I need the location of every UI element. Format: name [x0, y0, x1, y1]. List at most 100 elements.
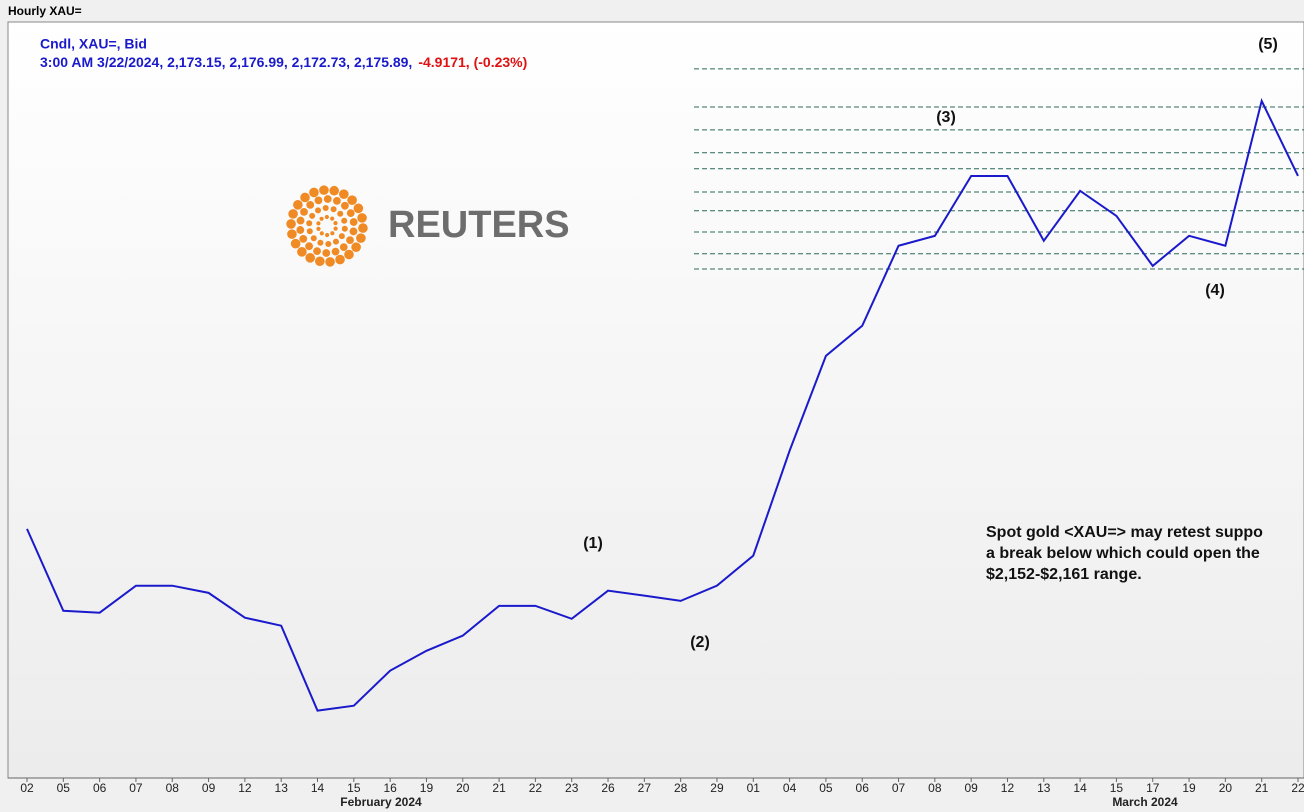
- price-line: [26, 97, 1299, 712]
- logo-dot: [300, 207, 308, 216]
- x-tick-label: 07: [892, 781, 906, 795]
- logo-dot: [319, 216, 324, 221]
- logo-dot: [290, 238, 301, 249]
- logo-dot: [325, 232, 330, 238]
- wave-label: (5): [1258, 36, 1278, 53]
- logo-dot: [306, 228, 313, 235]
- logo-dot: [347, 195, 357, 205]
- logo-dot: [322, 205, 329, 212]
- logo-dot: [330, 206, 337, 213]
- logo-dot: [293, 200, 303, 210]
- x-tick-label: 01: [747, 781, 761, 795]
- x-tick-label: 08: [166, 781, 180, 795]
- x-tick-label: 26: [601, 781, 615, 795]
- x-tick-label: 15: [1110, 781, 1124, 795]
- logo-dot: [325, 257, 335, 267]
- logo: REUTERS: [286, 185, 570, 267]
- x-tick-label: 16: [383, 781, 397, 795]
- logo-dot: [288, 209, 298, 219]
- x-tick-label: 22: [1291, 781, 1304, 795]
- logo-dot: [286, 219, 296, 229]
- logo-dot: [332, 238, 339, 245]
- logo-dot: [351, 242, 361, 252]
- x-tick-label: 13: [1037, 781, 1051, 795]
- logo-dot: [316, 226, 321, 232]
- x-tick-label: 17: [1146, 781, 1160, 795]
- logo-dot: [349, 218, 358, 226]
- logo-dot: [337, 210, 344, 217]
- x-tick-label: 14: [311, 781, 325, 795]
- logo-dot: [356, 233, 366, 243]
- x-tick-label: 19: [1182, 781, 1196, 795]
- logo-dot: [341, 201, 349, 210]
- x-tick-label: 06: [856, 781, 870, 795]
- x-tick-label: 28: [674, 781, 688, 795]
- logo-dot: [335, 254, 345, 265]
- logo-dot: [306, 200, 315, 209]
- logo-dot: [323, 195, 332, 203]
- x-tick-label: 13: [275, 781, 289, 795]
- x-tick-label: 20: [456, 781, 470, 795]
- logo-dot: [358, 223, 368, 233]
- logo-dot: [313, 247, 321, 256]
- annotation: a break below which could open the: [986, 545, 1260, 562]
- x-tick-label: 12: [238, 781, 252, 795]
- logo-dot: [333, 220, 338, 226]
- x-tick-label: 05: [57, 781, 71, 795]
- logo-dot: [339, 243, 348, 252]
- logo-dot: [315, 207, 322, 214]
- x-tick-label: 22: [529, 781, 543, 795]
- logo-dot: [306, 220, 313, 227]
- wave-label: (4): [1205, 282, 1225, 299]
- header-values: 3:00 AM 3/22/2024, 2,173.15, 2,176.99, 2…: [40, 54, 412, 70]
- logo-dot: [339, 189, 349, 199]
- x-tick-label: 14: [1073, 781, 1087, 795]
- logo-dot: [309, 187, 319, 198]
- x-tick-label: 09: [964, 781, 978, 795]
- x-tick-label: 21: [1255, 781, 1269, 795]
- x-tick-label: 27: [638, 781, 652, 795]
- logo-dot: [325, 240, 332, 247]
- header-change: -4.9171, (-0.23%): [418, 54, 527, 70]
- header-line: Cndl, XAU=, Bid: [40, 36, 147, 52]
- x-tick-label: 12: [1001, 781, 1015, 795]
- logo-dot: [330, 231, 335, 236]
- logo-dot: [324, 214, 329, 220]
- plot-area: [7, 21, 1304, 779]
- logo-dot: [353, 203, 364, 214]
- logo-dot: [296, 226, 305, 234]
- logo-dot: [338, 233, 345, 240]
- logo-dot: [346, 236, 354, 245]
- logo-dot: [300, 192, 310, 203]
- month-label: February 2024: [340, 795, 422, 809]
- x-tick-label: 06: [93, 781, 107, 795]
- x-tick-label: 04: [783, 781, 797, 795]
- x-tick-label: 23: [565, 781, 579, 795]
- logo-dot: [346, 209, 355, 218]
- x-tick-label: 15: [347, 781, 361, 795]
- wave-label: (2): [690, 634, 710, 651]
- logo-dot: [315, 256, 325, 267]
- header-line: 3:00 AM 3/22/2024, 2,173.15, 2,176.99, 2…: [40, 54, 527, 70]
- x-tick-label: 07: [129, 781, 143, 795]
- x-tick-label: 21: [492, 781, 506, 795]
- logo-dot: [305, 253, 315, 263]
- x-tick-label: 05: [819, 781, 833, 795]
- logo-dot: [349, 227, 358, 236]
- logo-dot: [305, 242, 313, 251]
- annotation: $2,152-$2,161 range.: [986, 566, 1142, 583]
- logo-dot: [341, 217, 348, 224]
- logo-dot: [316, 221, 321, 226]
- logo-text: REUTERS: [388, 204, 570, 246]
- wave-label: (3): [936, 109, 956, 126]
- logo-dot: [322, 249, 331, 257]
- logo-dot: [333, 196, 341, 205]
- logo-dot: [333, 226, 338, 231]
- logo-dot: [297, 247, 307, 257]
- x-tick-label: 08: [928, 781, 942, 795]
- x-tick-label: 29: [710, 781, 724, 795]
- logo-dot: [319, 185, 329, 195]
- x-tick-label: 09: [202, 781, 216, 795]
- logo-dot: [330, 216, 335, 221]
